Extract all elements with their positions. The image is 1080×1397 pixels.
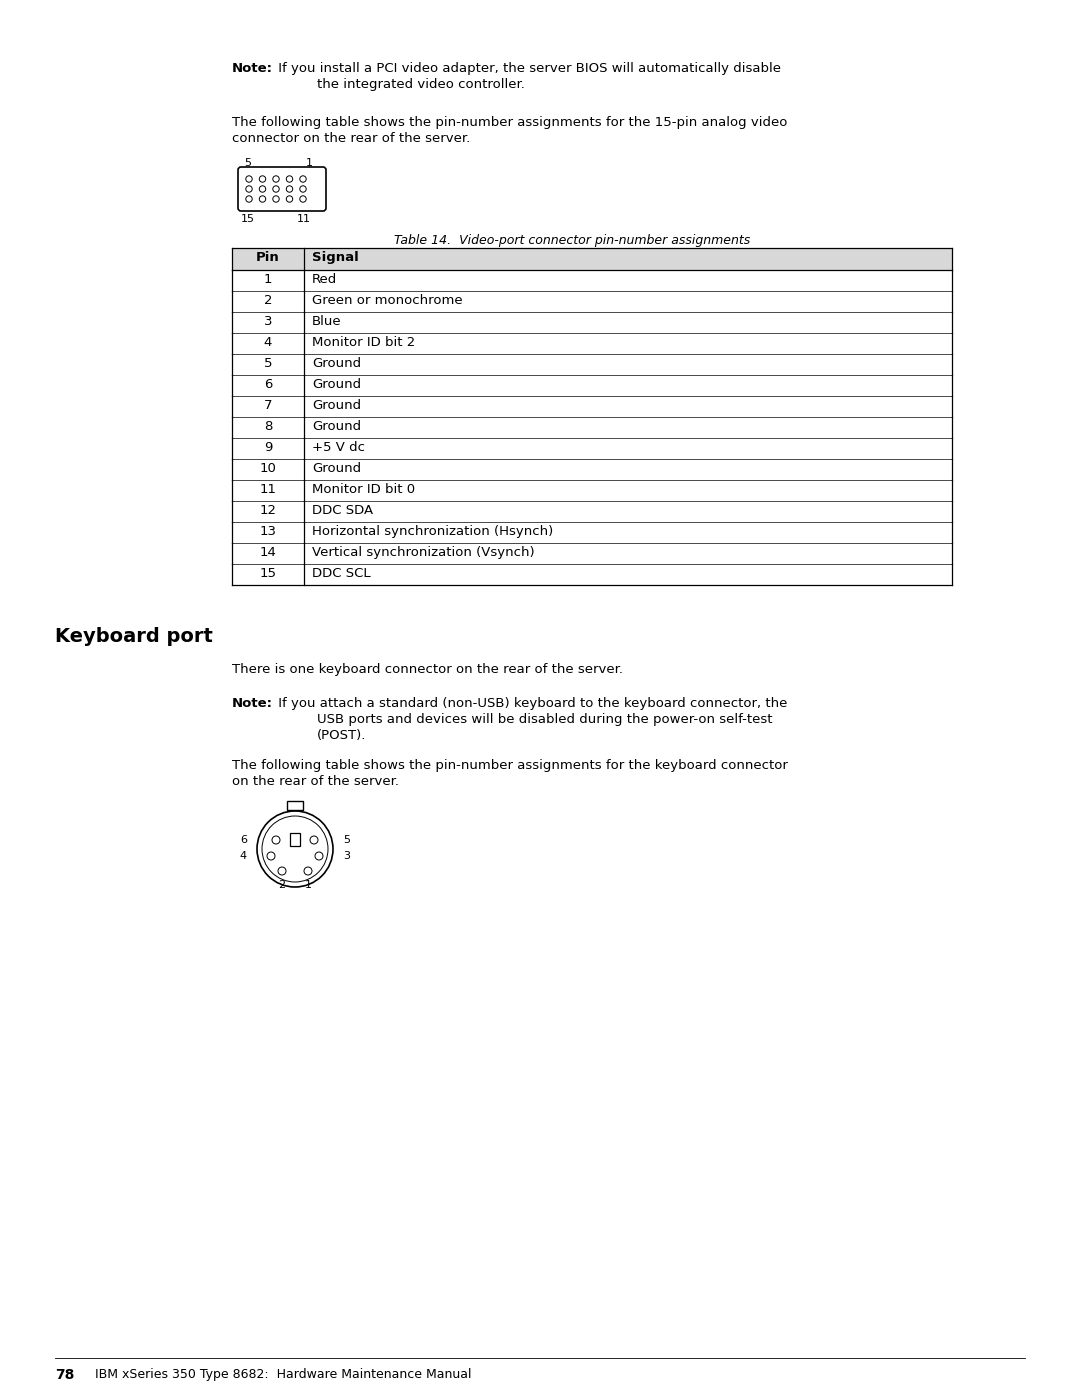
Text: 5: 5 <box>343 835 350 845</box>
Circle shape <box>300 176 307 182</box>
Circle shape <box>303 868 312 875</box>
Text: 14: 14 <box>259 546 276 559</box>
Text: IBM xSeries 350 Type 8682:  Hardware Maintenance Manual: IBM xSeries 350 Type 8682: Hardware Main… <box>95 1368 472 1382</box>
Circle shape <box>310 835 318 844</box>
Text: 12: 12 <box>259 504 276 517</box>
Circle shape <box>246 196 253 203</box>
Circle shape <box>259 186 266 193</box>
Text: DDC SDA: DDC SDA <box>312 504 373 517</box>
Text: 10: 10 <box>259 462 276 475</box>
Circle shape <box>286 176 293 182</box>
Circle shape <box>300 186 307 193</box>
Circle shape <box>315 852 323 861</box>
Text: 9: 9 <box>264 441 272 454</box>
Text: 6: 6 <box>240 835 247 845</box>
Text: 5: 5 <box>244 158 251 168</box>
Text: 13: 13 <box>259 525 276 538</box>
Circle shape <box>246 186 253 193</box>
Text: There is one keyboard connector on the rear of the server.: There is one keyboard connector on the r… <box>232 664 623 676</box>
Text: Note:: Note: <box>232 697 273 710</box>
Circle shape <box>286 186 293 193</box>
Text: 2: 2 <box>264 293 272 307</box>
Text: 11: 11 <box>297 214 311 224</box>
Text: Ground: Ground <box>312 420 361 433</box>
Text: 1: 1 <box>264 272 272 286</box>
Text: Ground: Ground <box>312 462 361 475</box>
FancyBboxPatch shape <box>238 168 326 211</box>
Text: 1: 1 <box>306 158 313 168</box>
Text: Ground: Ground <box>312 400 361 412</box>
Circle shape <box>278 868 286 875</box>
Circle shape <box>273 176 280 182</box>
Text: Horizontal synchronization (Hsynch): Horizontal synchronization (Hsynch) <box>312 525 553 538</box>
Text: The following table shows the pin-number assignments for the keyboard connector: The following table shows the pin-number… <box>232 759 788 773</box>
Text: +5 V dc: +5 V dc <box>312 441 365 454</box>
Text: Monitor ID bit 0: Monitor ID bit 0 <box>312 483 415 496</box>
Text: the integrated video controller.: the integrated video controller. <box>318 78 525 91</box>
Text: Pin: Pin <box>256 251 280 264</box>
Circle shape <box>273 186 280 193</box>
Text: Keyboard port: Keyboard port <box>55 627 213 645</box>
Text: If you attach a standard (non-USB) keyboard to the keyboard connector, the: If you attach a standard (non-USB) keybo… <box>274 697 787 710</box>
Text: Blue: Blue <box>312 314 341 328</box>
Text: (POST).: (POST). <box>318 729 366 742</box>
Text: Green or monochrome: Green or monochrome <box>312 293 462 307</box>
Text: connector on the rear of the server.: connector on the rear of the server. <box>232 131 470 145</box>
Text: 7: 7 <box>264 400 272 412</box>
Text: Signal: Signal <box>312 251 359 264</box>
Bar <box>287 800 303 810</box>
Text: 11: 11 <box>259 483 276 496</box>
Circle shape <box>267 852 275 861</box>
Circle shape <box>272 835 280 844</box>
Bar <box>291 833 300 847</box>
Text: 4: 4 <box>240 851 247 861</box>
Text: DDC SCL: DDC SCL <box>312 567 370 580</box>
Text: 78: 78 <box>55 1368 75 1382</box>
Text: 2: 2 <box>279 880 285 890</box>
Text: on the rear of the server.: on the rear of the server. <box>232 775 399 788</box>
Text: 4: 4 <box>264 337 272 349</box>
Circle shape <box>257 812 333 887</box>
Circle shape <box>262 816 328 882</box>
Text: The following table shows the pin-number assignments for the 15-pin analog video: The following table shows the pin-number… <box>232 116 787 129</box>
Text: Monitor ID bit 2: Monitor ID bit 2 <box>312 337 415 349</box>
Circle shape <box>259 196 266 203</box>
Text: If you install a PCI video adapter, the server BIOS will automatically disable: If you install a PCI video adapter, the … <box>274 61 781 75</box>
Circle shape <box>286 196 293 203</box>
Text: Vertical synchronization (Vsynch): Vertical synchronization (Vsynch) <box>312 546 535 559</box>
Circle shape <box>300 196 307 203</box>
Text: 15: 15 <box>241 214 255 224</box>
Circle shape <box>246 176 253 182</box>
Text: 3: 3 <box>343 851 350 861</box>
Text: 8: 8 <box>264 420 272 433</box>
Bar <box>232 249 951 270</box>
Text: Red: Red <box>312 272 337 286</box>
Text: 15: 15 <box>259 567 276 580</box>
Text: Note:: Note: <box>232 61 273 75</box>
Text: 5: 5 <box>264 358 272 370</box>
Text: 3: 3 <box>264 314 272 328</box>
Text: USB ports and devices will be disabled during the power-on self-test: USB ports and devices will be disabled d… <box>318 712 772 726</box>
Text: Ground: Ground <box>312 379 361 391</box>
Text: 1: 1 <box>305 880 311 890</box>
Text: 6: 6 <box>264 379 272 391</box>
Circle shape <box>273 196 280 203</box>
Text: Ground: Ground <box>312 358 361 370</box>
Text: Table 14.  Video-port connector pin-number assignments: Table 14. Video-port connector pin-numbe… <box>394 235 751 247</box>
Circle shape <box>259 176 266 182</box>
